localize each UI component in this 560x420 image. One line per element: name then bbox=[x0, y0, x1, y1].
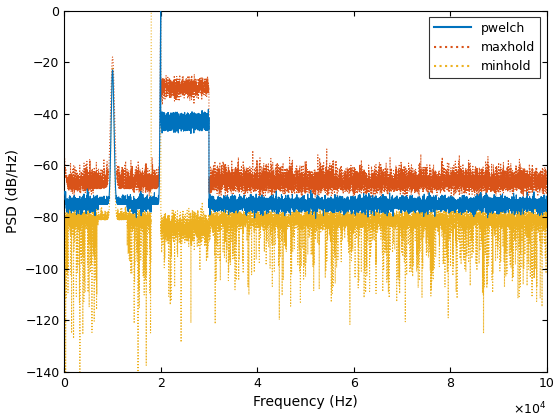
pwelch bbox=[409, 200, 416, 205]
Line: maxhold: maxhold bbox=[64, 11, 547, 198]
maxhold bbox=[61, 165, 68, 171]
maxhold bbox=[258, 181, 264, 186]
maxhold bbox=[318, 190, 324, 195]
maxhold bbox=[409, 187, 416, 192]
pwelch bbox=[312, 216, 319, 221]
maxhold bbox=[520, 196, 527, 201]
Line: pwelch: pwelch bbox=[64, 11, 547, 218]
minhold bbox=[473, 219, 480, 224]
maxhold bbox=[206, 181, 212, 186]
pwelch bbox=[262, 202, 268, 207]
Text: $\times10^4$: $\times10^4$ bbox=[513, 401, 547, 417]
pwelch bbox=[206, 205, 212, 210]
Y-axis label: PSD (dB/Hz): PSD (dB/Hz) bbox=[6, 149, 20, 233]
minhold bbox=[409, 214, 416, 219]
Line: minhold: minhold bbox=[64, 10, 547, 372]
minhold bbox=[318, 218, 324, 223]
minhold bbox=[258, 215, 264, 220]
Legend: pwelch, maxhold, minhold: pwelch, maxhold, minhold bbox=[428, 17, 540, 78]
maxhold bbox=[543, 171, 550, 176]
pwelch bbox=[473, 200, 480, 205]
minhold bbox=[62, 370, 69, 375]
minhold bbox=[206, 213, 212, 218]
minhold bbox=[262, 208, 268, 213]
pwelch bbox=[318, 203, 324, 208]
maxhold bbox=[473, 184, 480, 189]
minhold bbox=[61, 211, 68, 216]
X-axis label: Frequency (Hz): Frequency (Hz) bbox=[253, 395, 358, 410]
pwelch bbox=[543, 202, 550, 207]
minhold bbox=[543, 203, 550, 208]
maxhold bbox=[157, 9, 164, 14]
pwelch bbox=[61, 189, 68, 194]
minhold bbox=[148, 8, 155, 13]
pwelch bbox=[157, 9, 164, 14]
pwelch bbox=[258, 202, 264, 207]
maxhold bbox=[262, 181, 268, 186]
